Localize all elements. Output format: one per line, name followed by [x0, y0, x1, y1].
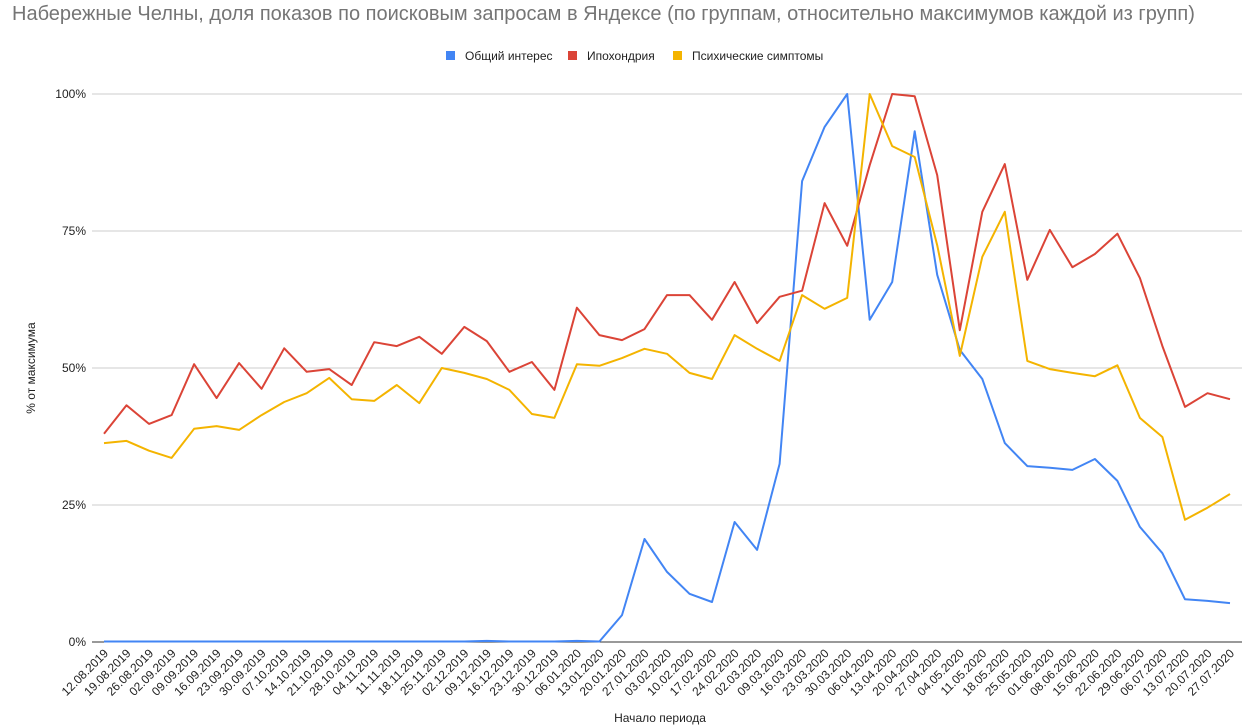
legend: Общий интерес Ипохондрия Психические симпт…	[446, 49, 823, 63]
series-line-2	[103, 93, 1231, 521]
x-axis-label: Начало периода	[614, 711, 706, 725]
y-tick-label: 50%	[62, 361, 86, 375]
gridlines	[92, 93, 1242, 643]
y-tick-label: 25%	[62, 498, 86, 512]
legend-swatch	[446, 51, 455, 60]
chart-title: Набережные Челны, доля показов по поиско…	[12, 3, 1195, 25]
y-axis-label: % от максимума	[24, 322, 38, 414]
y-tick-label: 100%	[55, 87, 86, 101]
legend-label: Общий интерес	[465, 49, 553, 63]
series-line-1	[103, 93, 1231, 435]
series-lines	[103, 93, 1231, 643]
legend-swatch	[673, 51, 682, 60]
legend-swatch	[568, 51, 577, 60]
x-tick-labels: 12.08.201919.08.201926.08.201902.09.2019…	[59, 646, 1238, 699]
legend-label: Ипохондрия	[587, 49, 655, 63]
y-tick-label: 75%	[62, 224, 86, 238]
legend-label: Психические симптомы	[692, 49, 823, 63]
y-tick-labels: 0% 25% 50% 75% 100%	[55, 87, 86, 649]
series-line-0	[104, 93, 1231, 643]
y-tick-label: 0%	[69, 635, 87, 649]
